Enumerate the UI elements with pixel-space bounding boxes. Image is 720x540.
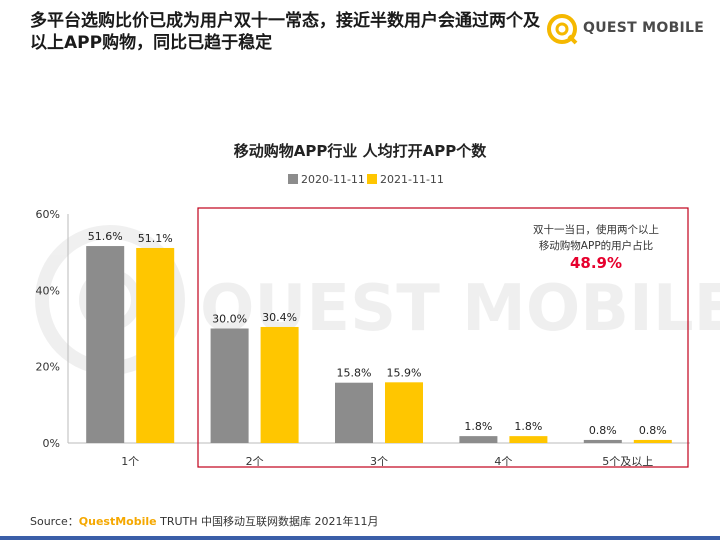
source-rest: TRUTH 中国移动互联网数据库 2021年11月 <box>156 515 379 528</box>
callout: 双十一当日，使用两个以上 移动购物APP的用户占比 48.9% <box>533 223 659 272</box>
x-tick-label: 5个及以上 <box>602 455 653 468</box>
bar-value-label: 30.0% <box>212 313 247 326</box>
bar-2020 <box>459 436 498 443</box>
bar-2021 <box>260 326 299 443</box>
x-tick-label: 2个 <box>246 455 264 468</box>
bar-value-label: 0.8% <box>589 424 617 437</box>
bar-2020 <box>335 382 373 443</box>
bar-2020 <box>210 328 249 443</box>
legend-swatch-2021 <box>367 174 377 184</box>
bar-value-label: 30.4% <box>262 311 297 324</box>
chart-title: 移动购物APP行业 人均打开APP个数 <box>234 142 487 160</box>
y-tick-label: 0% <box>43 437 60 450</box>
bar-2021 <box>136 247 175 443</box>
bar-2021 <box>633 439 672 443</box>
highlight-box <box>197 207 689 468</box>
bar-value-label: 51.1% <box>138 232 173 245</box>
source-prefix: Source： <box>30 515 79 528</box>
x-tick-label: 4个 <box>494 455 512 468</box>
x-tick-label: 3个 <box>370 455 388 468</box>
bar-value-label: 1.8% <box>514 420 542 433</box>
source-brand: QuestMobile <box>78 515 157 528</box>
legend-label-2020: 2020-11-11 <box>301 173 365 186</box>
x-tick-labels: 1个 2个 3个 4个 5个及以上 <box>121 455 653 468</box>
y-tick-label: 20% <box>36 361 60 374</box>
bar-value-label: 0.8% <box>639 424 667 437</box>
y-tick-label: 40% <box>36 284 60 297</box>
source-note: Source：QuestMobile TRUTH 中国移动互联网数据库 2021… <box>30 513 379 529</box>
callout-line-1: 双十一当日，使用两个以上 <box>533 223 659 236</box>
logo-text: QUEST MOBILE <box>583 20 705 36</box>
legend: 2020-11-11 2021-11-11 <box>288 173 444 186</box>
bar-2020 <box>86 246 125 443</box>
x-tick-label: 1个 <box>121 455 139 468</box>
y-tick-label: 60% <box>36 208 60 221</box>
callout-line-2: 移动购物APP的用户占比 <box>539 239 653 252</box>
bar-value-label: 15.9% <box>387 366 422 379</box>
bar-value-label: 1.8% <box>464 420 492 433</box>
quest-mobile-logo: QUEST MOBILE <box>545 12 704 46</box>
bar-2021 <box>509 436 548 443</box>
bottom-accent-line <box>0 536 720 540</box>
bar-value-label: 15.8% <box>337 367 372 380</box>
bar-value-labels: 51.6% 51.1% 30.0% 30.4% 15.8% 15.9% 1.8% 1.8% 0.… <box>88 230 667 437</box>
legend-label-2021: 2021-11-11 <box>380 173 444 186</box>
callout-value: 48.9% <box>570 254 622 272</box>
bar-2021 <box>385 382 423 443</box>
legend-swatch-2020 <box>288 174 298 184</box>
logo-mark-icon <box>547 14 578 45</box>
bar-value-label: 51.6% <box>88 230 123 243</box>
bar-2020 <box>583 439 622 443</box>
y-tick-labels: 0% 20% 40% 60% <box>36 208 60 450</box>
bars <box>86 246 672 443</box>
slide-title: 多平台选购比价已成为用户双十一常态，接近半数用户会通过两个及以上APP购物，同比… <box>30 11 540 53</box>
